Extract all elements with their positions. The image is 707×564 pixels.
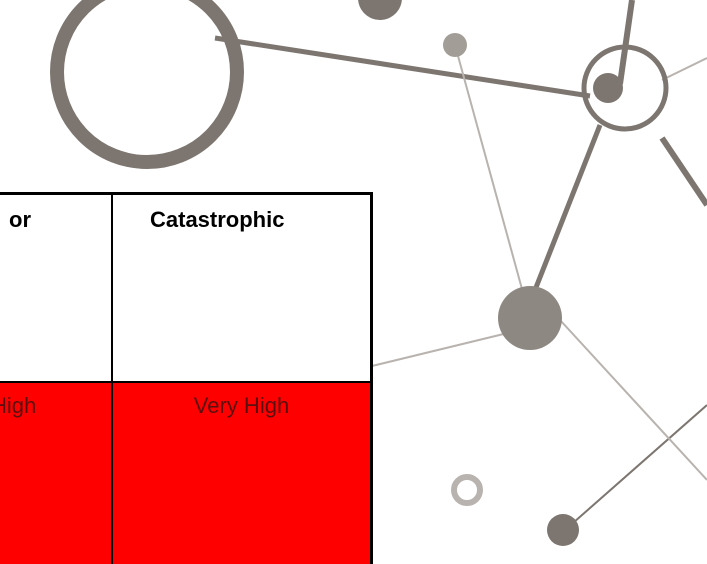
risk-cell: High: [0, 383, 113, 564]
risk-text: High: [0, 393, 36, 419]
header-text: Catastrophic: [150, 207, 284, 233]
header-text: or: [9, 207, 31, 233]
risk-text: Very High: [194, 393, 289, 419]
risk-table: or Catastrophic High Very High: [0, 192, 373, 564]
header-cell: or: [0, 195, 113, 383]
risk-cell: Very High: [113, 383, 370, 564]
page: or Catastrophic High Very High: [0, 0, 707, 564]
header-cell: Catastrophic: [113, 195, 370, 383]
